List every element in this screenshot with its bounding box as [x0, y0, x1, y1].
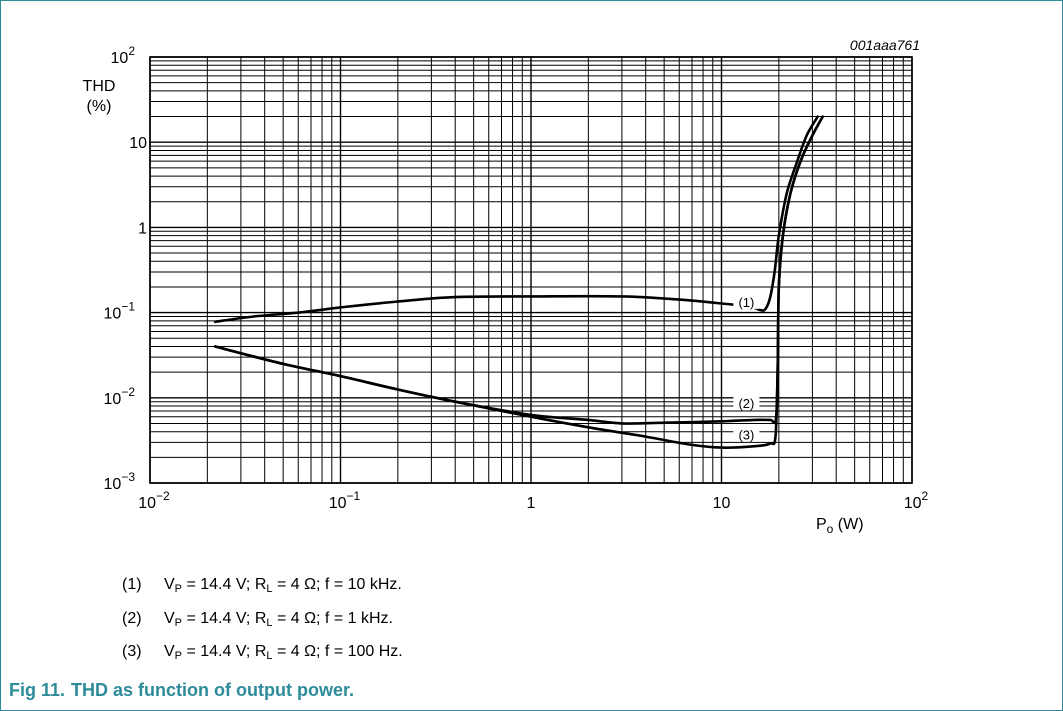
annotation-bg: [733, 292, 760, 309]
legend-num: (2): [122, 610, 142, 627]
y-axis-label-line2: (%): [87, 98, 112, 115]
series-annotation-3: (3): [738, 428, 754, 443]
y-tick-label: 102: [111, 44, 136, 67]
legend-item-2: (2) VP = 14.4 V; RL = 4 Ω; f = 1 kHz.: [122, 610, 393, 629]
legend-num: (3): [122, 643, 142, 660]
legend-vp-symbol: V: [164, 576, 175, 593]
y-tick-label: 10: [129, 135, 147, 152]
legend-vp-symbol: V: [164, 643, 175, 660]
legend-vp-sub: P: [174, 583, 183, 595]
x-tick-label: 1: [527, 495, 536, 512]
legend-rest: = 4 Ω; f = 100 Hz.: [272, 643, 403, 660]
series-annotation-1: (1): [738, 295, 754, 310]
caption-label: Fig 11.: [9, 680, 66, 700]
legend-rl-sub: L: [266, 650, 273, 662]
series-line-2: [213, 115, 824, 425]
x-tick-label: 10−2: [138, 489, 170, 512]
plot-border: [149, 56, 913, 484]
series-line-1: [213, 115, 819, 324]
figure-id: 001aaa761: [850, 37, 920, 53]
y-tick-label: 10−2: [104, 385, 136, 408]
legend-rl-symbol: R: [254, 576, 267, 593]
annotation-bg: [733, 425, 760, 442]
legend-rl-sub: L: [266, 583, 273, 595]
x-axis-label: Po (W): [816, 516, 864, 536]
x-tick-label: 10: [713, 495, 731, 512]
legend-rl-sub: L: [266, 617, 273, 629]
legend-num: (1): [122, 576, 142, 593]
legend-vp-value: = 14.4 V;: [182, 576, 255, 593]
legend-vp-value: = 14.4 V;: [182, 610, 255, 627]
legend-rest: = 4 Ω; f = 10 kHz.: [272, 576, 402, 593]
y-tick-label: 10−1: [104, 300, 136, 323]
y-axis-label-line1: THD: [83, 78, 116, 95]
legend-vp-symbol: V: [164, 610, 175, 627]
caption-text: THD as function of output power.: [71, 680, 355, 700]
legend-vp-sub: P: [174, 650, 183, 662]
annotation-bg: [733, 393, 760, 410]
y-tick-label: 1: [138, 220, 147, 237]
legend-vp-value: = 14.4 V;: [182, 643, 255, 660]
x-tick-label: 10−1: [329, 489, 361, 512]
legend-rl-symbol: R: [254, 643, 267, 660]
legend-item-3: (3) VP = 14.4 V; RL = 4 Ω; f = 100 Hz.: [122, 643, 403, 662]
series-line-3: [213, 115, 824, 449]
legend-rest: = 4 Ω; f = 1 kHz.: [272, 610, 393, 627]
series-annotation-2: (2): [738, 396, 754, 411]
legend-item-1: (1) VP = 14.4 V; RL = 4 Ω; f = 10 kHz.: [122, 576, 402, 595]
figure-caption: Fig 11. THD as function of output power.: [9, 680, 354, 701]
legend-rl-symbol: R: [254, 610, 267, 627]
legend-vp-sub: P: [174, 617, 183, 629]
x-tick-label: 102: [904, 489, 929, 512]
y-tick-label: 10−3: [104, 470, 136, 493]
